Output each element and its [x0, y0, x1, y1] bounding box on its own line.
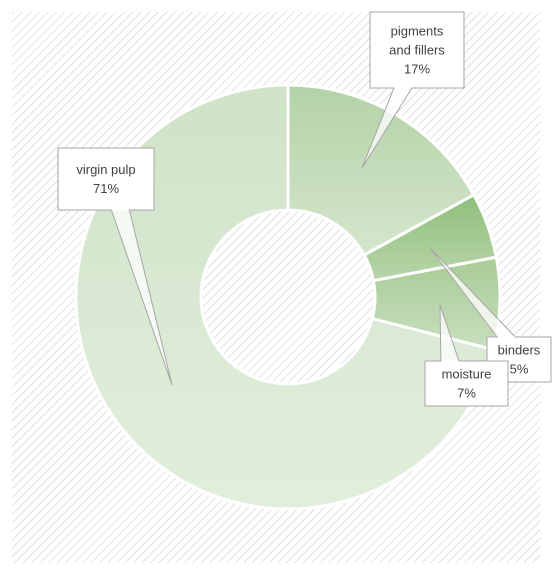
slice-virgin-pulp	[74, 83, 496, 511]
value-label-moisture: 7%	[457, 386, 476, 401]
slices-group	[74, 83, 502, 511]
callout-box-moisture	[424, 360, 509, 407]
slice-pigments-and-fillers	[286, 83, 476, 258]
callout-box-pigments-and-fillers	[369, 11, 465, 89]
category-label-pigments-and-fillers: and fillers	[389, 43, 445, 58]
category-label-pigments-and-fillers: pigments	[391, 24, 444, 39]
callout-box-virgin-pulp	[57, 147, 155, 211]
category-label-virgin-pulp: virgin pulp	[76, 162, 135, 177]
category-label-binders: binders	[498, 343, 541, 358]
callouts-group: pigments and fillers 17% binders 5% moisture 7…	[57, 11, 552, 407]
value-label-binders: 5%	[510, 362, 529, 377]
value-label-pigments-and-fillers: 17%	[404, 62, 430, 77]
category-label-moisture: moisture	[442, 367, 492, 382]
value-label-virgin-pulp: 71%	[93, 181, 119, 196]
